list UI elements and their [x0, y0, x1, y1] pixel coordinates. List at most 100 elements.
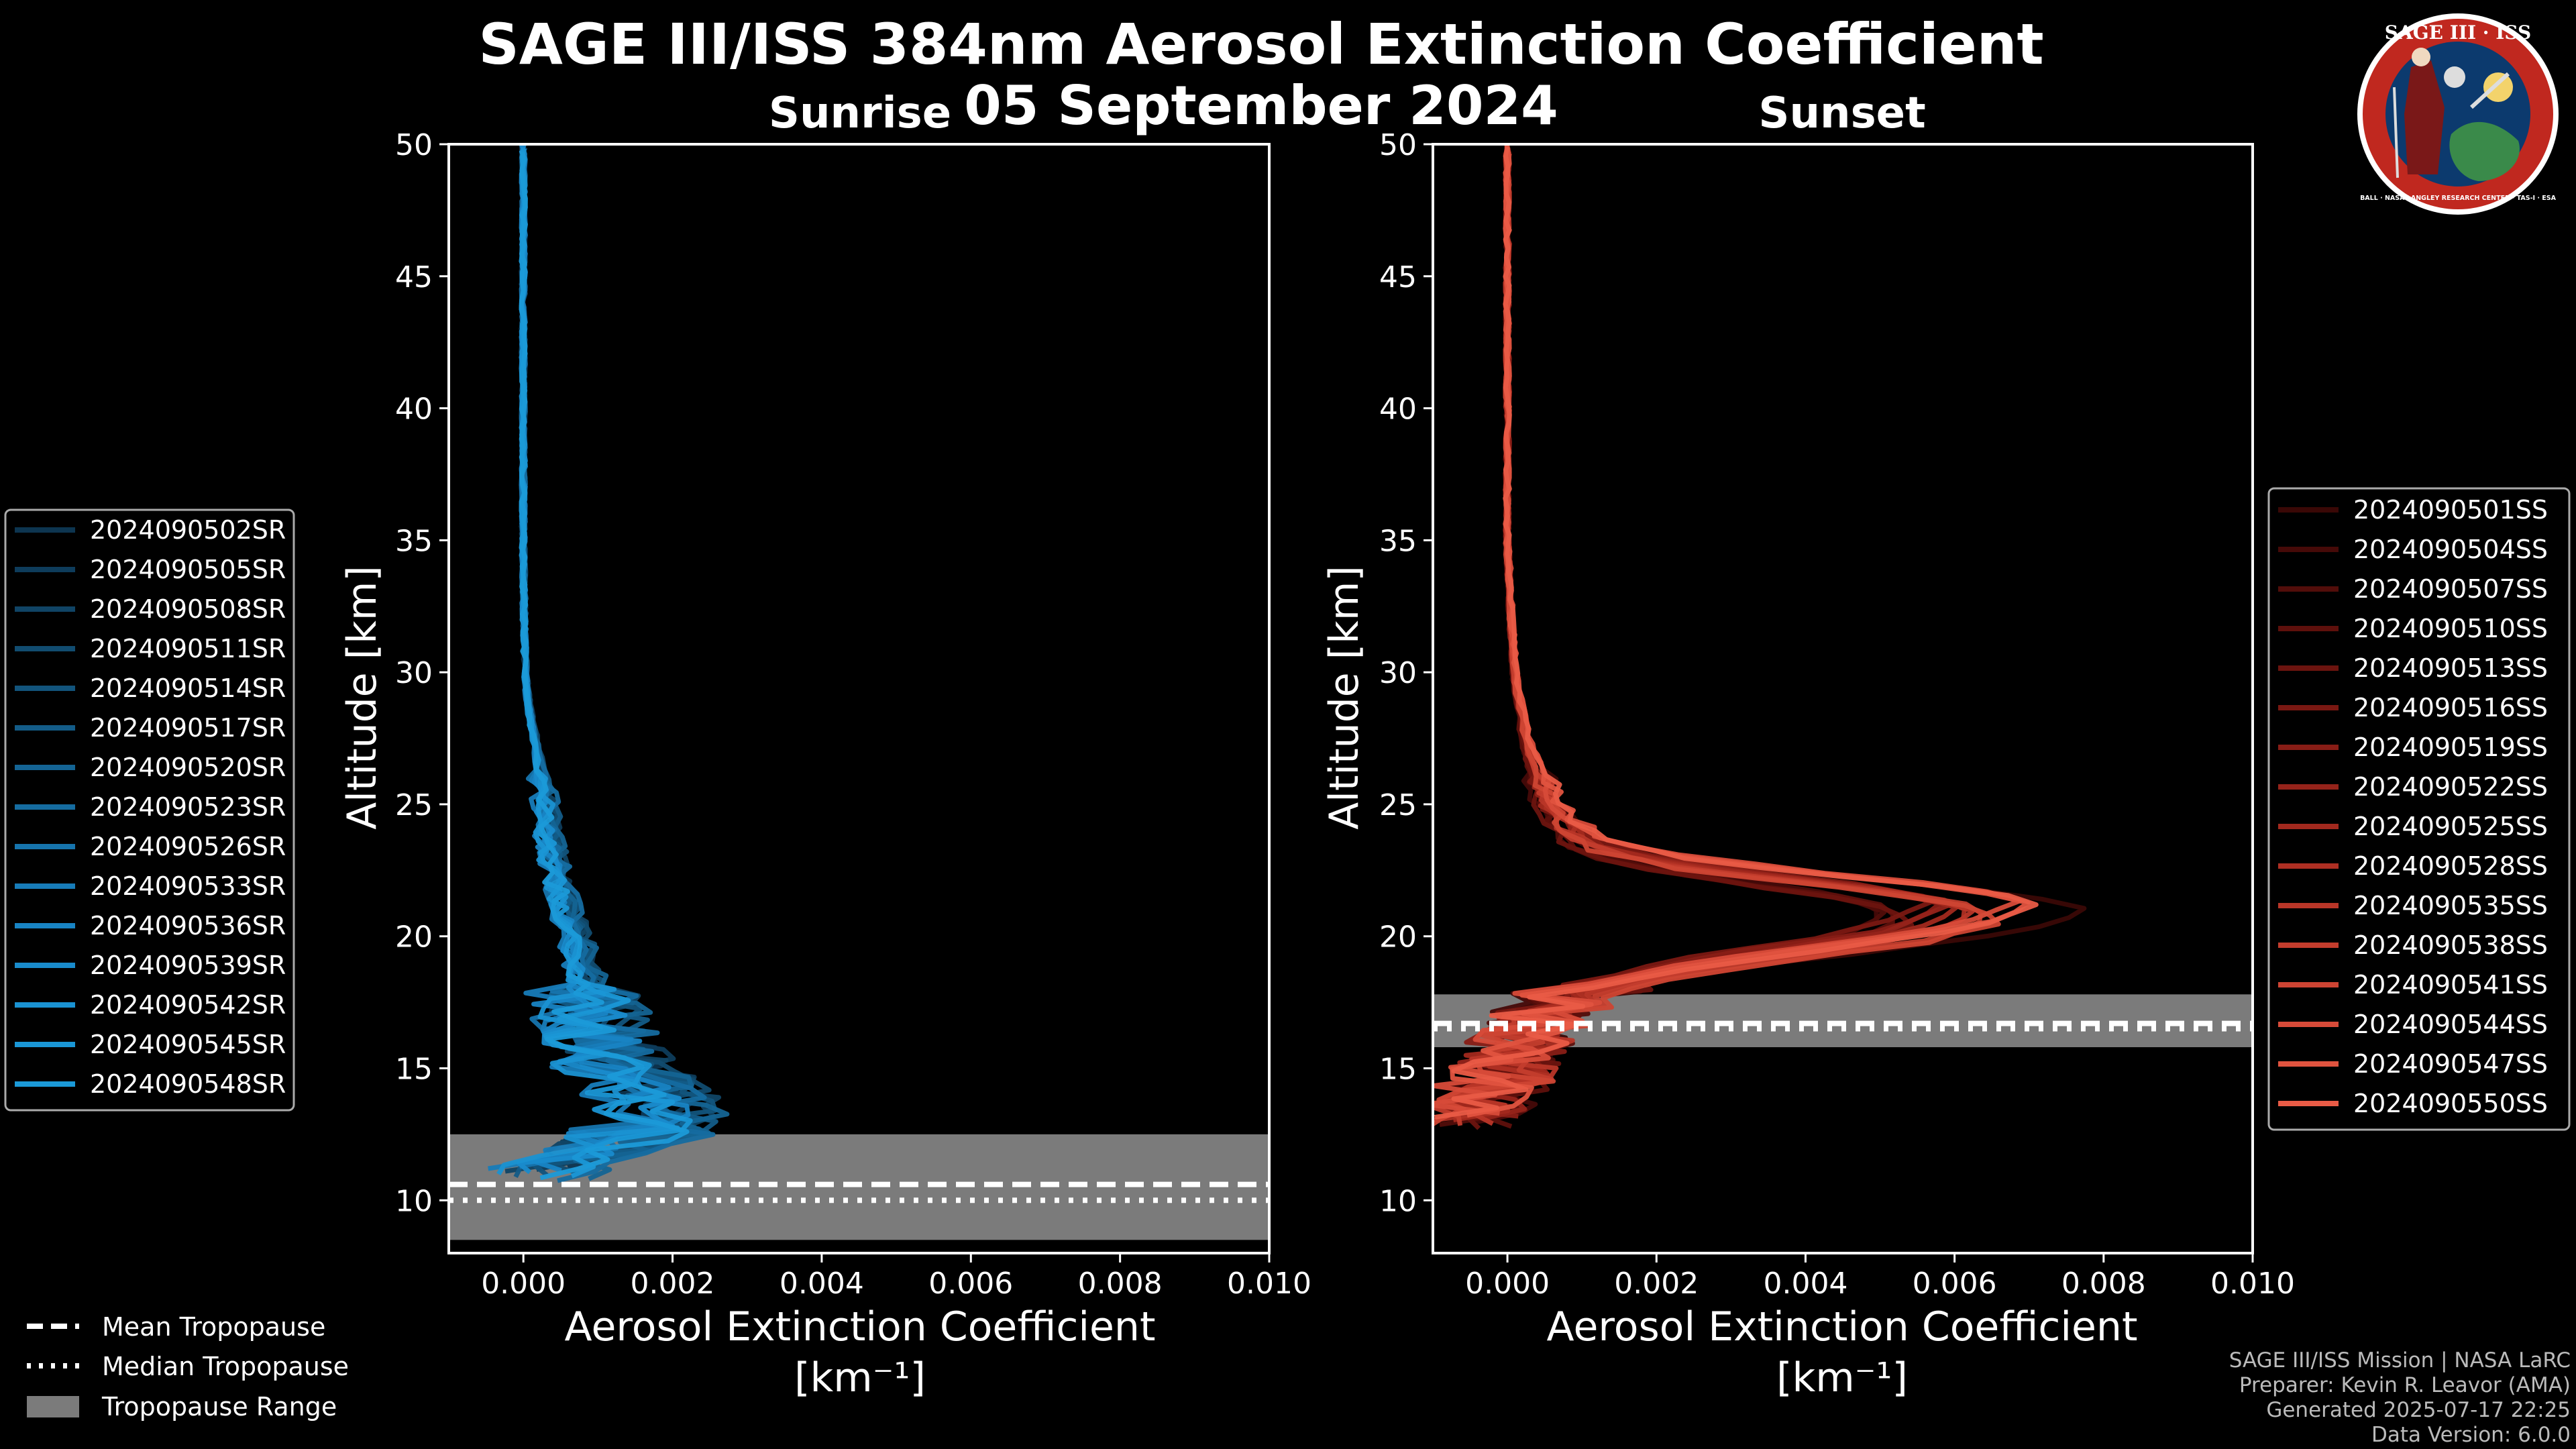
legend-label-2024090504SS: 2024090504SS	[2353, 535, 2548, 564]
legend-label-2024090510SS: 2024090510SS	[2353, 614, 2548, 643]
sunrise-plot-area: 0.000 0.002 0.004 0.006 0.008 0.010 10 15 20 25 30…	[395, 128, 1311, 1301]
legend-label-2024090538SS: 2024090538SS	[2353, 930, 2548, 960]
legend-label-2024090501SS: 2024090501SS	[2353, 495, 2548, 525]
legend-label-2024090511SR: 2024090511SR	[90, 634, 286, 663]
tropopause-range-key	[27, 1396, 79, 1417]
sunrise-plot-frame	[447, 143, 1271, 1254]
logo-earth-land	[2449, 121, 2520, 181]
sunset-panel: Sunset 0.000 0.002 0.004 0.006 0.008 0.010 10 1…	[1321, 89, 2295, 1401]
footer-generated: Generated 2025-07-17 22:25	[2266, 1398, 2571, 1422]
legend-label-2024090536SR: 2024090536SR	[90, 911, 286, 941]
sunrise-legend-frame	[4, 508, 295, 1112]
tropopause-legend: Mean Tropopause Median Tropopause Tropop…	[27, 1312, 349, 1421]
legend-label-2024090542SR: 2024090542SR	[90, 990, 286, 1020]
sunrise-x-tick-label: 0.006	[928, 1267, 1013, 1301]
legend-label-2024090508SR: 2024090508SR	[90, 594, 286, 624]
sunrise-x-tick-label: 0.002	[631, 1267, 715, 1301]
logo-staff-icon	[2393, 87, 2399, 178]
sunrise-y-tick-label: 50	[395, 128, 433, 162]
footer-preparer: Preparer: Kevin R. Leavor (AMA)	[2239, 1373, 2571, 1397]
sunrise-x-axis-unit: [km⁻¹]	[794, 1354, 926, 1401]
sunset-legend-frame	[2267, 487, 2571, 1131]
sunrise-x-tick-label: 0.008	[1078, 1267, 1163, 1301]
sunset-x-tick-label: 0.002	[1614, 1267, 1699, 1301]
logo-station-icon	[2469, 72, 2510, 109]
sunset-panel-title: Sunset	[1758, 89, 1925, 138]
sunset-x-tick-label: 0.000	[1465, 1267, 1550, 1301]
logo-ring-text: BALL · NASA LANGLEY RESEARCH CENTER · TA…	[2360, 195, 2557, 202]
sunset-x-tick-label: 0.006	[1913, 1267, 1997, 1301]
sunset-y-tick-label: 50	[1379, 128, 1417, 162]
sunrise-y-tick-label: 15	[395, 1053, 433, 1087]
legend-label-2024090533SR: 2024090533SR	[90, 871, 286, 901]
logo-sun-icon	[2483, 72, 2513, 102]
footer-data-version: Data Version: 6.0.0	[2371, 1423, 2571, 1447]
legend-label-2024090547SS: 2024090547SS	[2353, 1049, 2548, 1079]
sunset-x-axis-label: Aerosol Extinction Coefficient	[1547, 1303, 2138, 1350]
sunrise-y-tick-label: 45	[395, 260, 433, 294]
sunset-y-tick-label: 20	[1379, 920, 1417, 955]
legend-label-2024090502SR: 2024090502SR	[90, 515, 286, 545]
sunset-x-tick-label: 0.004	[1763, 1267, 1847, 1301]
sunset-y-axis-label: Altitude [km]	[1321, 566, 1368, 830]
legend-label-2024090507SS: 2024090507SS	[2353, 574, 2548, 604]
sunrise-x-tick-label: 0.000	[481, 1267, 566, 1301]
legend-label-2024090539SR: 2024090539SR	[90, 951, 286, 980]
logo-top-text: SAGE III · ISS	[2385, 21, 2531, 44]
legend-label-2024090545SR: 2024090545SR	[90, 1030, 286, 1059]
legend-label-2024090520SR: 2024090520SR	[90, 753, 286, 782]
sunset-x-tick-label: 0.010	[2210, 1267, 2295, 1301]
sunset-plot-area: 0.000 0.002 0.004 0.006 0.008 0.010 10 15 20 25 30…	[1379, 128, 2295, 1301]
sunset-x-tick-label: 0.008	[2061, 1267, 2146, 1301]
sunrise-profiles	[488, 144, 730, 1183]
legend-label-2024090525SS: 2024090525SS	[2353, 812, 2548, 841]
legend-label-2024090514SR: 2024090514SR	[90, 674, 286, 703]
sunrise-y-tick-label: 25	[395, 788, 433, 822]
sunrise-y-axis-label: Altitude [km]	[339, 566, 386, 830]
profile-line-2024090550SS	[1434, 146, 2039, 1120]
legend-label-2024090528SS: 2024090528SS	[2353, 851, 2548, 881]
median-tropopause-label: Median Tropopause	[102, 1352, 349, 1381]
sunset-y-tick-label: 40	[1379, 392, 1417, 427]
sunrise-y-tick-label: 20	[395, 920, 433, 955]
legend-label-2024090535SS: 2024090535SS	[2353, 891, 2548, 920]
legend-label-2024090550SS: 2024090550SS	[2353, 1089, 2548, 1118]
logo-figure-head-icon	[2412, 48, 2430, 66]
sunrise-panel: Sunrise 0.000 0.002 0.004 0.006 0.008 0.010 10…	[339, 89, 1311, 1401]
sunrise-y-tick-label: 30	[395, 656, 433, 690]
sunrise-legend: 2024090502SR 2024090505SR 2024090508SR 2024…	[4, 508, 295, 1112]
legend-label-2024090513SS: 2024090513SS	[2353, 653, 2548, 683]
legend-label-2024090516SS: 2024090516SS	[2353, 693, 2548, 722]
sunset-y-tick-label: 45	[1379, 260, 1417, 294]
logo-moon-icon	[2444, 66, 2465, 88]
sage-mission-logo: SAGE III · ISS BALL · NASA LANGLEY RESEA…	[2357, 13, 2559, 215]
figure-title: SAGE III/ISS 384nm Aerosol Extinction Co…	[478, 11, 2043, 77]
footer-mission: SAGE III/ISS Mission | NASA LaRC	[2229, 1348, 2571, 1373]
sunset-plot-frame	[1432, 143, 2254, 1254]
sunrise-y-tick-label: 10	[395, 1184, 433, 1218]
sunrise-x-tick-label: 0.010	[1227, 1267, 1311, 1301]
figure-date: 05 September 2024	[964, 74, 1558, 137]
sunset-y-tick-label: 30	[1379, 656, 1417, 690]
legend-label-2024090544SS: 2024090544SS	[2353, 1010, 2548, 1039]
legend-label-2024090548SR: 2024090548SR	[90, 1069, 286, 1099]
sunrise-x-axis-label: Aerosol Extinction Coefficient	[565, 1303, 1156, 1350]
tropopause-range-label: Tropopause Range	[101, 1392, 337, 1421]
sunrise-y-tick-label: 40	[395, 392, 433, 427]
legend-label-2024090526SR: 2024090526SR	[90, 832, 286, 861]
legend-label-2024090517SR: 2024090517SR	[90, 713, 286, 743]
sunrise-x-tick-label: 0.004	[780, 1267, 864, 1301]
sunrise-panel-title: Sunrise	[769, 89, 951, 138]
legend-label-2024090541SS: 2024090541SS	[2353, 970, 2548, 1000]
legend-label-2024090519SS: 2024090519SS	[2353, 733, 2548, 762]
legend-label-2024090522SS: 2024090522SS	[2353, 772, 2548, 802]
sunset-y-tick-label: 25	[1379, 788, 1417, 822]
sunset-y-tick-label: 35	[1379, 524, 1417, 558]
sunset-y-tick-label: 10	[1379, 1184, 1417, 1218]
profile-line-2024090548SR	[519, 152, 690, 1181]
sunset-legend: 2024090501SS 2024090504SS 2024090507SS 2024…	[2267, 487, 2571, 1131]
footer-credits: SAGE III/ISS Mission | NASA LaRC Prepare…	[2229, 1348, 2571, 1447]
sunset-x-axis-unit: [km⁻¹]	[1776, 1354, 1908, 1401]
